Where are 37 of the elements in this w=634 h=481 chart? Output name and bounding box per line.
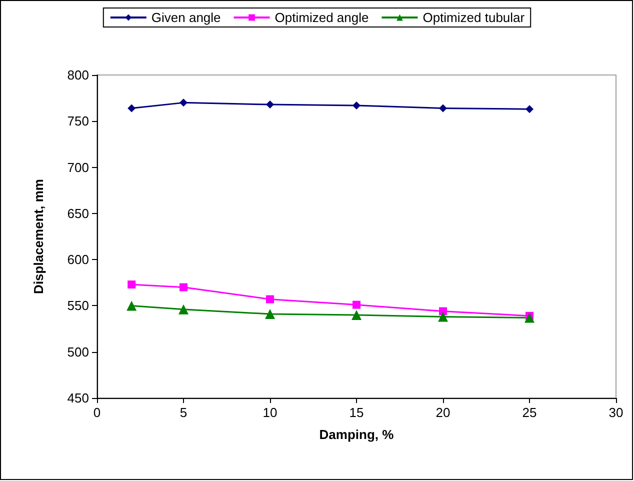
x-tick-label: 30 (608, 405, 624, 420)
legend-label: Optimized tubular (422, 10, 526, 25)
point (524, 312, 534, 323)
point (128, 104, 136, 112)
x-tick-label: 0 (93, 405, 101, 420)
legend-label: Optimized angle (274, 10, 369, 25)
point (439, 104, 447, 112)
y-axis-title: Displacement, mm (31, 179, 46, 294)
x-tick-label: 15 (349, 405, 364, 420)
x-tick-label: 25 (522, 405, 537, 420)
point (180, 98, 188, 107)
point (526, 105, 534, 114)
legend-label: Given angle (151, 10, 221, 25)
point (352, 101, 360, 110)
y-tick-label: 450 (67, 390, 89, 406)
point (126, 300, 137, 311)
x-axis-title: Damping, % (319, 427, 394, 442)
point (180, 283, 188, 292)
point (266, 295, 274, 304)
point (178, 304, 188, 314)
x-tick-label: 5 (180, 405, 188, 420)
y-tick-label: 500 (67, 344, 89, 360)
y-tick-label: 550 (67, 298, 89, 314)
x-tick-label: 20 (436, 405, 450, 420)
point (352, 310, 362, 320)
point (439, 307, 447, 316)
y-tick-label: 700 (67, 160, 89, 175)
x-tick-label: 10 (262, 405, 278, 420)
y-tick-label: 800 (67, 68, 89, 82)
point (438, 312, 448, 322)
point (265, 309, 275, 320)
y-tick-label: 650 (67, 206, 89, 221)
y-tick-label: 750 (67, 114, 89, 129)
point (352, 300, 360, 309)
y-tick-label: 600 (67, 252, 89, 268)
point (128, 280, 136, 288)
point (266, 100, 274, 109)
